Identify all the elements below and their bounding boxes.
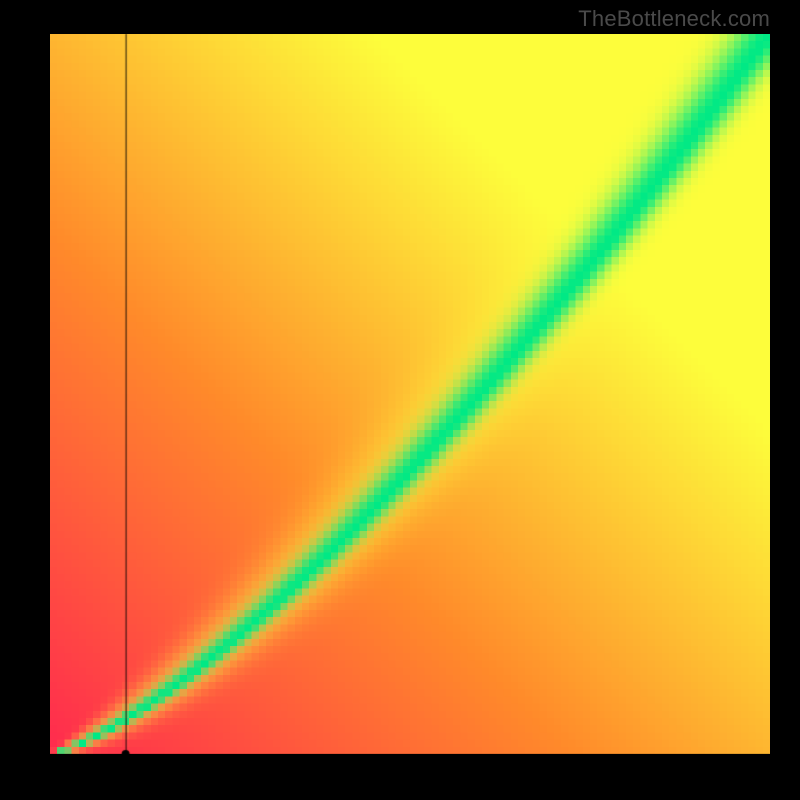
crosshair-overlay (0, 0, 800, 800)
watermark-text: TheBottleneck.com (578, 6, 770, 32)
